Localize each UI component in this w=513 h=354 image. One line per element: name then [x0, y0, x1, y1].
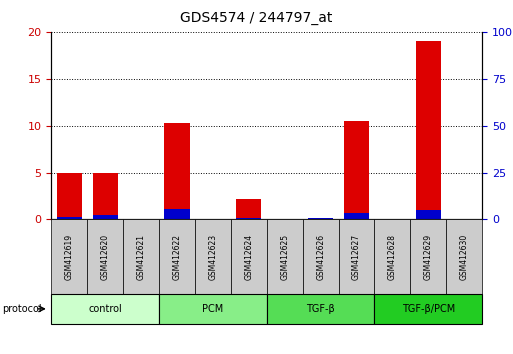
Bar	[56, 172, 82, 219]
Text: protocol: protocol	[3, 304, 42, 314]
Bar	[159, 294, 267, 324]
Text: TGF-β/PCM: TGF-β/PCM	[402, 304, 455, 314]
Text: GSM412626: GSM412626	[316, 234, 325, 280]
Text: GSM412623: GSM412623	[208, 234, 218, 280]
Bar	[267, 294, 374, 324]
Bar	[236, 199, 261, 219]
Text: GSM412628: GSM412628	[388, 234, 397, 280]
Bar	[416, 210, 441, 219]
Text: TGF-β: TGF-β	[306, 304, 335, 314]
Bar	[344, 121, 369, 219]
Bar	[87, 219, 123, 294]
Bar	[308, 218, 333, 219]
Bar	[303, 219, 339, 294]
Text: GSM412624: GSM412624	[244, 234, 253, 280]
Bar	[159, 219, 195, 294]
Bar	[92, 215, 117, 219]
Bar	[374, 219, 410, 294]
Bar	[446, 219, 482, 294]
Text: GDS4574 / 244797_at: GDS4574 / 244797_at	[180, 11, 333, 25]
Bar	[92, 172, 117, 219]
Bar	[374, 294, 482, 324]
Bar	[344, 213, 369, 219]
Bar	[164, 209, 189, 219]
Text: GSM412621: GSM412621	[136, 234, 146, 280]
Bar	[51, 294, 159, 324]
Bar	[51, 219, 87, 294]
Text: GSM412630: GSM412630	[460, 234, 469, 280]
Bar	[164, 123, 189, 219]
Text: control: control	[88, 304, 122, 314]
Bar	[195, 219, 231, 294]
Text: GSM412625: GSM412625	[280, 234, 289, 280]
Bar	[410, 219, 446, 294]
Bar	[236, 218, 261, 219]
Text: PCM: PCM	[202, 304, 224, 314]
Bar	[231, 219, 267, 294]
Bar	[123, 219, 159, 294]
Bar	[56, 217, 82, 219]
Bar	[416, 41, 441, 219]
Text: GSM412627: GSM412627	[352, 234, 361, 280]
Bar	[339, 219, 374, 294]
Text: GSM412619: GSM412619	[65, 234, 74, 280]
Text: GSM412620: GSM412620	[101, 234, 110, 280]
Text: GSM412622: GSM412622	[172, 234, 182, 280]
Text: GSM412629: GSM412629	[424, 234, 433, 280]
Bar	[267, 219, 303, 294]
